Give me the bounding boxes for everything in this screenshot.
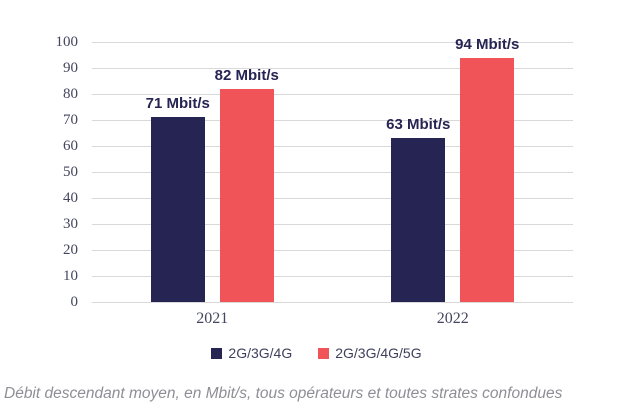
bar-value-label: 94 Mbit/s bbox=[455, 35, 520, 53]
legend-swatch bbox=[211, 347, 223, 359]
gridline bbox=[92, 42, 573, 43]
bar-2021-2G3G4G5G bbox=[219, 88, 274, 302]
y-tick-label: 70 bbox=[63, 111, 78, 128]
gridline bbox=[92, 302, 573, 303]
y-tick-label: 30 bbox=[63, 215, 78, 232]
gridline bbox=[92, 172, 573, 173]
legend-label: 2G/3G/4G/5G bbox=[335, 345, 422, 361]
bar-value-label: 71 Mbit/s bbox=[145, 95, 210, 113]
y-tick-label: 20 bbox=[63, 241, 78, 258]
bar-value-label: 63 Mbit/s bbox=[386, 116, 451, 134]
gridline bbox=[92, 276, 573, 277]
gridline bbox=[92, 224, 573, 225]
gridline bbox=[92, 198, 573, 199]
gridline bbox=[92, 146, 573, 147]
chart-caption: Débit descendant moyen, en Mbit/s, tous … bbox=[4, 385, 563, 402]
x-tick-label: 2021 bbox=[196, 310, 229, 327]
y-tick-label: 10 bbox=[63, 267, 78, 284]
gridline bbox=[92, 68, 573, 69]
legend-swatch bbox=[318, 347, 330, 359]
gridline bbox=[92, 94, 573, 95]
legend-label: 2G/3G/4G bbox=[228, 345, 293, 361]
gridline bbox=[92, 120, 573, 121]
legend-item: 2G/3G/4G bbox=[211, 345, 292, 361]
y-tick-label: 40 bbox=[63, 189, 78, 206]
plot-area: 71 Mbit/s 82 Mbit/s 63 Mbit/s 94 Mbit/s bbox=[92, 36, 573, 303]
y-tick-label: 0 bbox=[70, 293, 79, 310]
y-tick-label: 100 bbox=[55, 33, 79, 50]
bar-2021-2G3G4G bbox=[150, 117, 205, 302]
bar-2022-2G3G4G5G bbox=[460, 57, 515, 302]
y-tick-label: 60 bbox=[63, 137, 78, 154]
legend-item: 2G/3G/4G/5G bbox=[318, 345, 422, 361]
gridline bbox=[92, 250, 573, 251]
bar-2022-2G3G4G bbox=[391, 138, 446, 302]
y-tick-label: 80 bbox=[63, 85, 78, 102]
y-tick-label: 50 bbox=[63, 163, 78, 180]
x-tick-label: 2022 bbox=[436, 310, 469, 327]
chart-legend: 2G/3G/4G 2G/3G/4G/5G bbox=[0, 345, 633, 361]
y-tick-label: 90 bbox=[63, 59, 78, 76]
bar-value-label: 82 Mbit/s bbox=[214, 66, 279, 84]
